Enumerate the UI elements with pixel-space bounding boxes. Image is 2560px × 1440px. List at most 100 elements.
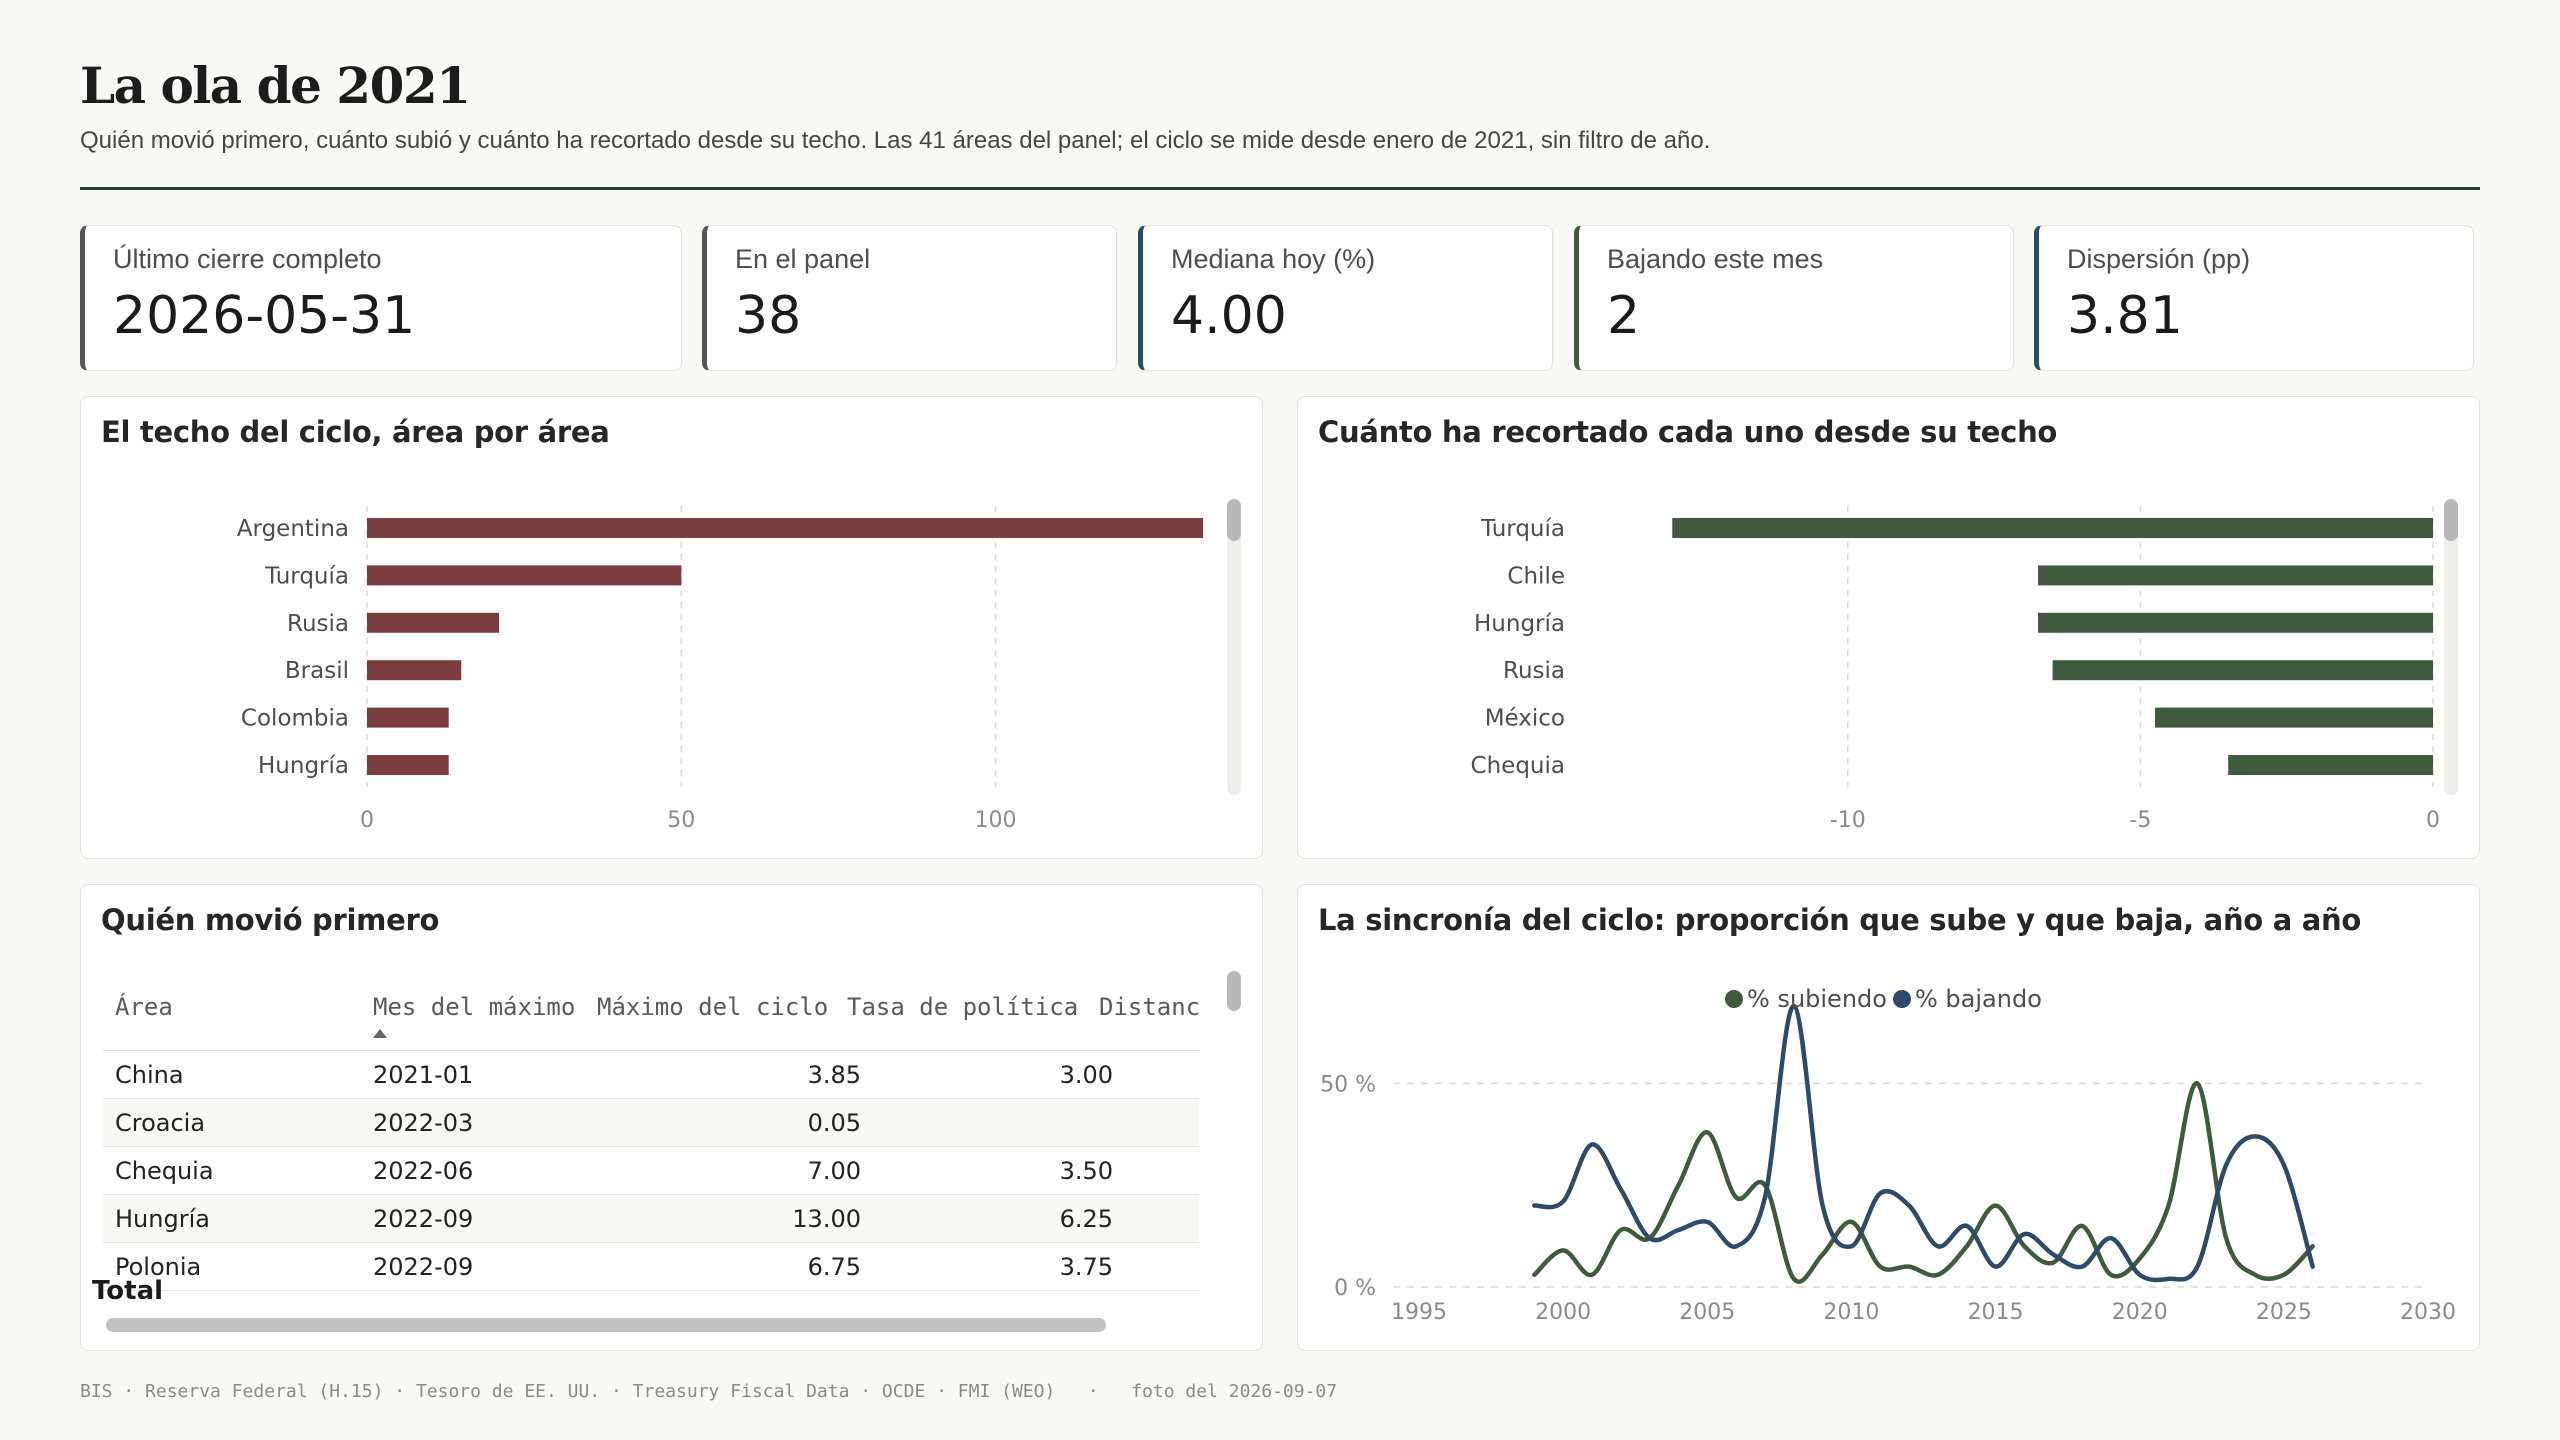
panel-title: La sincronía del ciclo: proporción que s… <box>1318 903 2362 937</box>
kpi-card-dispersion: Dispersión (pp) 3.81 <box>2034 225 2474 371</box>
table-cell: 2022-06 <box>373 1157 474 1185</box>
horizontal-scrollbar[interactable] <box>106 1318 1106 1332</box>
footer-snapshot: foto del 2026-09-07 <box>1131 1381 1338 1402</box>
x-tick-label: -5 <box>2129 808 2151 833</box>
category-label: Turquía <box>1480 516 1565 542</box>
kpi-card-in-panel: En el panel 38 <box>702 225 1117 371</box>
legend-marker <box>1725 990 1743 1008</box>
cut-bar-chart: -10 -5 0 Turquía Chile Hungría Rusia México Cheq… <box>1471 506 2440 833</box>
table-cell: Chequia <box>115 1157 214 1185</box>
series-line <box>1532 1003 2315 1283</box>
scrollbar-thumb[interactable] <box>1227 971 1241 1011</box>
table-cell: Hungría <box>115 1205 210 1233</box>
bar <box>367 565 682 586</box>
x-tick-label: 2000 <box>1535 1300 1591 1325</box>
table-cell: Croacia <box>115 1109 206 1137</box>
x-tick-label: 0 <box>360 808 374 833</box>
category-label: Rusia <box>287 611 349 637</box>
table-cell: 3.75 <box>1059 1253 1113 1281</box>
column-header-policy-rate[interactable]: Tasa de política <box>847 993 1079 1021</box>
scrollbar-thumb[interactable] <box>2444 499 2458 541</box>
table-row[interactable]: Croacia 2022-03 0.05 <box>103 1099 1199 1147</box>
table-cell: 3.50 <box>1059 1157 1113 1185</box>
kpi-value: 2 <box>1607 286 1641 346</box>
table-cell: China <box>115 1061 184 1089</box>
bar <box>2038 612 2433 633</box>
sync-chart-panel: La sincronía del ciclo: proporción que s… <box>1297 884 2480 1351</box>
table-cell: 0.05 <box>807 1109 861 1137</box>
x-tick-label: 0 <box>2426 808 2440 833</box>
kpi-label: En el panel <box>735 244 871 274</box>
bar <box>2155 707 2433 728</box>
category-label: México <box>1485 706 1565 732</box>
footer-sources: BIS · Reserva Federal (H.15) · Tesoro de… <box>80 1381 1337 1402</box>
x-tick-label: 50 <box>667 808 695 833</box>
column-header-area[interactable]: Área <box>115 993 173 1021</box>
table-cell: 2021-01 <box>373 1061 474 1089</box>
kpi-label: Dispersión (pp) <box>2067 244 2251 274</box>
x-tick-label: 2015 <box>1968 1300 2024 1325</box>
category-label: Brasil <box>285 658 349 684</box>
column-header-distance[interactable]: Distancia <box>1099 993 1199 1021</box>
bar <box>2038 565 2433 586</box>
table-cell: 2022-03 <box>373 1109 474 1137</box>
legend-label: % bajando <box>1915 985 2042 1013</box>
kpi-label: Último cierre completo <box>113 244 382 274</box>
kpi-label: Bajando este mes <box>1607 244 1824 274</box>
x-tick-label: 2030 <box>2400 1300 2456 1325</box>
bar <box>367 612 499 633</box>
table-row[interactable]: Hungría 2022-09 13.00 6.25 <box>103 1195 1199 1243</box>
vertical-scrollbar[interactable] <box>1227 499 1241 795</box>
sort-ascending-icon <box>373 1029 387 1038</box>
footer-sources-text: BIS · Reserva Federal (H.15) · Tesoro de… <box>80 1381 1056 1402</box>
header-divider <box>80 187 2480 190</box>
category-label: Colombia <box>241 706 349 732</box>
data-table: Área Mes del máximo Máximo del ciclo Tas… <box>103 971 1199 1301</box>
peak-bar-chart: 0 50 100 Argentina Turquía Rusia Brasil Colombi… <box>237 506 1203 833</box>
sync-line-chart: 0 % 50 % 1995 2000 2005 2010 2015 2020 2025 2030%… <box>1320 985 2456 1325</box>
bar <box>2228 755 2433 775</box>
column-header-cycle-max[interactable]: Máximo del ciclo <box>597 993 829 1021</box>
x-tick-label: 2010 <box>1823 1300 1879 1325</box>
panel-title: El techo del ciclo, área por área <box>101 415 610 449</box>
category-label: Rusia <box>1503 658 1565 684</box>
bar <box>367 518 1203 538</box>
kpi-card-median: Mediana hoy (%) 4.00 <box>1138 225 1553 371</box>
table-cell: 3.00 <box>1059 1061 1113 1089</box>
table-cell: 3.85 <box>807 1061 861 1089</box>
x-tick-label: 1995 <box>1391 1300 1447 1325</box>
x-tick-label: 2005 <box>1679 1300 1735 1325</box>
kpi-label: Mediana hoy (%) <box>1171 244 1376 274</box>
x-tick-label: 2020 <box>2112 1300 2168 1325</box>
column-header-peak-month[interactable]: Mes del máximo <box>373 993 576 1021</box>
x-tick-label: -10 <box>1830 808 1866 833</box>
bar <box>2052 660 2433 681</box>
vertical-scrollbar[interactable] <box>2444 499 2458 795</box>
table-cell: 6.25 <box>1059 1205 1113 1233</box>
category-label: Argentina <box>237 516 349 542</box>
scrollbar-thumb[interactable] <box>1227 499 1241 541</box>
table-cell: 13.00 <box>792 1205 861 1233</box>
panel-title: Cuánto ha recortado cada uno desde su te… <box>1318 415 2058 449</box>
table-cell: 2022-09 <box>373 1205 474 1233</box>
table-row[interactable]: China 2021-01 3.85 3.00 <box>103 1051 1199 1099</box>
table-cell: 2022-09 <box>373 1253 474 1281</box>
peak-chart-panel: El techo del ciclo, área por área 0 50 100… <box>80 396 1263 859</box>
category-label: Hungría <box>1474 611 1565 637</box>
kpi-value: 2026-05-31 <box>113 286 416 346</box>
vertical-scrollbar[interactable] <box>1227 971 1241 1011</box>
kpi-value: 38 <box>735 286 802 346</box>
table-row[interactable]: Polonia 2022-09 6.75 3.75 <box>103 1243 1199 1291</box>
category-label: Chile <box>1507 563 1565 589</box>
bar <box>367 755 449 775</box>
table-cell: Polonia <box>115 1253 202 1281</box>
table-total-label: Total <box>92 1276 164 1306</box>
x-tick-label: 2025 <box>2256 1300 2312 1325</box>
kpi-card-falling: Bajando este mes 2 <box>1574 225 2014 371</box>
x-tick-label: 100 <box>975 808 1017 833</box>
page-title: La ola de 2021 <box>80 56 471 115</box>
kpi-card-last-close: Último cierre completo 2026-05-31 <box>80 225 682 371</box>
table-row[interactable]: Chequia 2022-06 7.00 3.50 <box>103 1147 1199 1195</box>
category-label: Hungría <box>258 753 349 779</box>
category-label: Turquía <box>264 563 349 589</box>
